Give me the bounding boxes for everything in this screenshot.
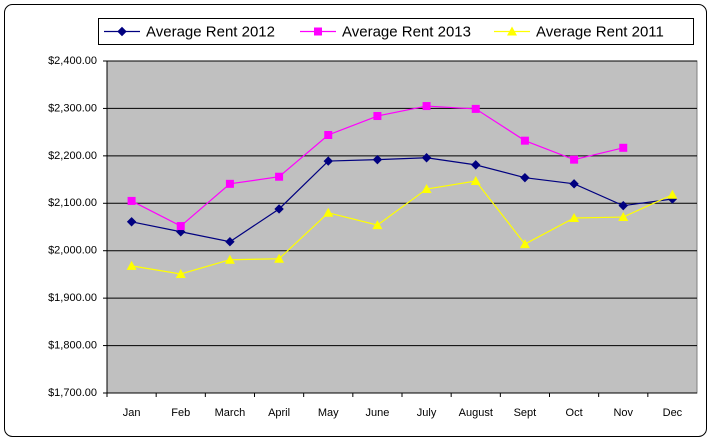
series-line [131,180,673,275]
legend-marker [117,26,127,37]
point [127,196,136,205]
point [570,155,579,164]
point [323,207,334,217]
legend-box [98,18,694,45]
y-tick-label: $2,100.00 [48,197,97,209]
point [175,268,186,278]
point [126,217,137,227]
y-tick-label: $1,800.00 [48,339,97,351]
point [471,160,481,170]
x-tick-label: Jan [123,407,141,419]
point [176,222,185,231]
point [421,184,432,194]
point [275,172,284,181]
point [224,254,235,264]
legend-label: Average Rent 2011 [536,23,664,40]
point [225,236,235,247]
series-line [131,157,673,243]
point [470,175,481,185]
legend-marker [314,27,322,36]
point [569,212,580,222]
legend-label: Average Rent 2012 [146,23,275,40]
legend-label: Average Rent 2013 [342,23,471,40]
point [618,212,629,222]
point [618,200,628,211]
x-tick-label: Oct [566,407,583,419]
y-tick-label: $2,000.00 [48,245,97,257]
x-tick-label: March [215,407,246,419]
point [324,130,333,139]
point [372,220,383,230]
point [471,104,480,113]
x-tick-label: April [268,407,290,419]
point [619,143,628,152]
y-tick-label: $2,300.00 [48,102,97,114]
point [373,112,382,121]
y-tick-label: $2,200.00 [48,150,97,162]
legend-marker [507,26,517,36]
point [569,179,579,189]
x-tick-label: Dec [663,407,683,419]
point [421,153,432,163]
x-tick-label: July [417,407,437,419]
x-tick-label: Sept [514,407,537,419]
point [126,260,137,270]
x-tick-label: May [318,407,339,419]
x-tick-label: August [459,407,493,419]
point [323,156,333,166]
x-tick-label: Feb [171,407,190,419]
y-tick-label: $2,400.00 [48,55,97,67]
point [519,239,530,249]
point [520,172,530,183]
y-tick-label: $1,900.00 [48,292,97,304]
point [225,179,234,188]
y-tick-label: $1,700.00 [48,387,97,399]
point [274,253,285,263]
x-tick-label: Nov [613,407,633,419]
point [274,204,284,214]
x-tick-label: June [365,407,389,419]
point [520,136,529,145]
point [372,154,383,165]
point [422,102,431,111]
point [667,189,678,199]
